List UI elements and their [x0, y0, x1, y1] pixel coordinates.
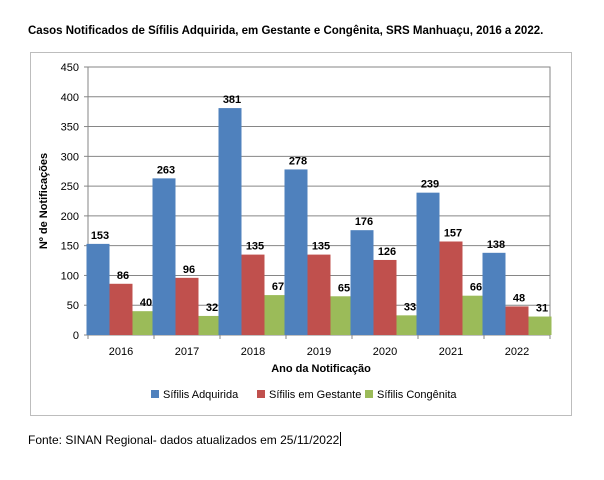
- data-label: 31: [536, 303, 548, 315]
- bar: [241, 254, 265, 335]
- y-axis-title: Nº de Notificações: [38, 153, 50, 249]
- data-label: 48: [513, 292, 525, 304]
- data-label: 65: [338, 282, 350, 294]
- bar-chart: 0 50 100 150 200 250 300 350 400 450 153 86 40 2016 26…: [38, 62, 552, 401]
- x-tick-label: 2018: [241, 346, 265, 358]
- y-tick-label: 50: [67, 300, 79, 312]
- x-axis-title: Ano da Notificação: [271, 363, 371, 375]
- chart-frame: [30, 52, 572, 416]
- legend-swatch: [257, 390, 265, 398]
- y-tick-label: 300: [61, 151, 79, 163]
- source-note: Fonte: SINAN Regional- dados atualizados…: [28, 432, 342, 447]
- x-tick-label: 2022: [505, 346, 529, 358]
- x-tick-label: 2016: [109, 346, 133, 358]
- bar: [152, 178, 176, 335]
- legend-swatch: [151, 390, 159, 398]
- x-tick-label: 2020: [373, 346, 397, 358]
- bar: [86, 243, 110, 335]
- x-tick-label: 2021: [439, 346, 463, 358]
- data-label: 138: [487, 239, 505, 251]
- text-cursor: [340, 432, 342, 446]
- chart-title: Casos Notificados de Sífilis Adquirida, …: [28, 25, 544, 37]
- bar: [350, 230, 374, 335]
- y-tick-label: 400: [61, 92, 79, 104]
- bar: [264, 295, 288, 335]
- x-tick-label: 2019: [307, 346, 331, 358]
- data-label: 126: [378, 246, 396, 258]
- bar: [218, 108, 242, 336]
- data-label: 176: [355, 216, 373, 228]
- data-label: 381: [223, 94, 241, 106]
- bar: [132, 311, 156, 335]
- data-label: 33: [404, 301, 416, 313]
- y-tick-label: 100: [61, 270, 79, 282]
- bar: [482, 252, 506, 335]
- bar: [416, 192, 440, 335]
- bar: [505, 306, 529, 335]
- bar: [373, 259, 397, 335]
- y-tick-label: 150: [61, 241, 79, 253]
- bar: [284, 169, 308, 335]
- bar: [109, 283, 133, 335]
- legend-label: Sífilis Congênita: [377, 389, 457, 401]
- data-label: 157: [444, 227, 462, 239]
- data-label: 135: [246, 241, 264, 253]
- y-tick-label: 450: [61, 62, 79, 74]
- data-label: 278: [289, 155, 307, 167]
- data-label: 153: [91, 230, 109, 242]
- data-label: 135: [312, 241, 330, 253]
- data-label: 239: [421, 179, 439, 191]
- x-tick-label: 2017: [175, 346, 199, 358]
- y-tick-label: 250: [61, 181, 79, 193]
- data-label: 96: [183, 264, 195, 276]
- data-label: 40: [140, 297, 152, 309]
- data-label: 66: [470, 282, 482, 294]
- y-tick-label: 0: [73, 330, 79, 342]
- bar: [175, 277, 199, 335]
- y-tick-label: 200: [61, 211, 79, 223]
- source-note-text: Fonte: SINAN Regional- dados atualizados…: [28, 433, 340, 447]
- bar: [330, 296, 354, 335]
- bar: [462, 295, 486, 335]
- bar: [396, 315, 420, 335]
- data-label: 263: [157, 164, 175, 176]
- bar: [439, 241, 463, 335]
- bar: [307, 254, 331, 335]
- y-tick-label: 350: [61, 122, 79, 134]
- data-label: 86: [117, 270, 129, 282]
- bar: [198, 315, 222, 335]
- legend-label: Sífilis em Gestante: [269, 389, 361, 401]
- data-label: 32: [206, 302, 218, 314]
- legend-swatch: [365, 390, 373, 398]
- data-label: 67: [272, 281, 284, 293]
- bar: [528, 316, 552, 335]
- legend-label: Sífilis Adquirida: [163, 389, 239, 401]
